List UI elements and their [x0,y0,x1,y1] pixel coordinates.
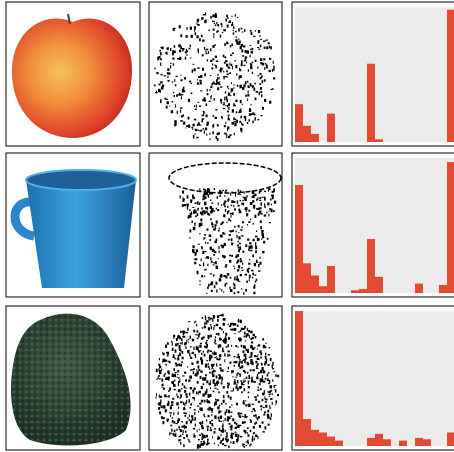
bar [367,64,375,142]
plot-background [295,311,454,446]
bar [319,433,327,447]
page: (() => { const data = JSON.parse(documen… [0,0,454,452]
bar [311,275,319,293]
bar [311,430,319,446]
bar [439,285,447,293]
bar [423,439,431,446]
bar [303,126,311,142]
bar [295,185,303,293]
bar [415,284,423,293]
bar [367,438,375,446]
bar [447,433,454,447]
bar [399,441,407,446]
bar [319,286,327,293]
mug-body [26,180,136,288]
bar [295,104,303,142]
bar [375,139,383,142]
bar [335,441,343,446]
bar [327,437,335,446]
histograms [292,2,454,450]
bar [327,266,335,293]
bar [367,239,375,293]
bar [447,10,454,142]
bar [415,438,423,446]
bar [375,434,383,446]
bar [351,290,359,293]
bar [447,162,454,293]
bar [303,263,311,293]
bar [311,134,319,142]
bar [303,419,311,446]
mug-rim [26,170,136,190]
bar [295,311,303,446]
bar [359,289,367,293]
bar [327,114,335,142]
bar [375,277,383,293]
bar [383,439,391,446]
figure [0,0,454,452]
